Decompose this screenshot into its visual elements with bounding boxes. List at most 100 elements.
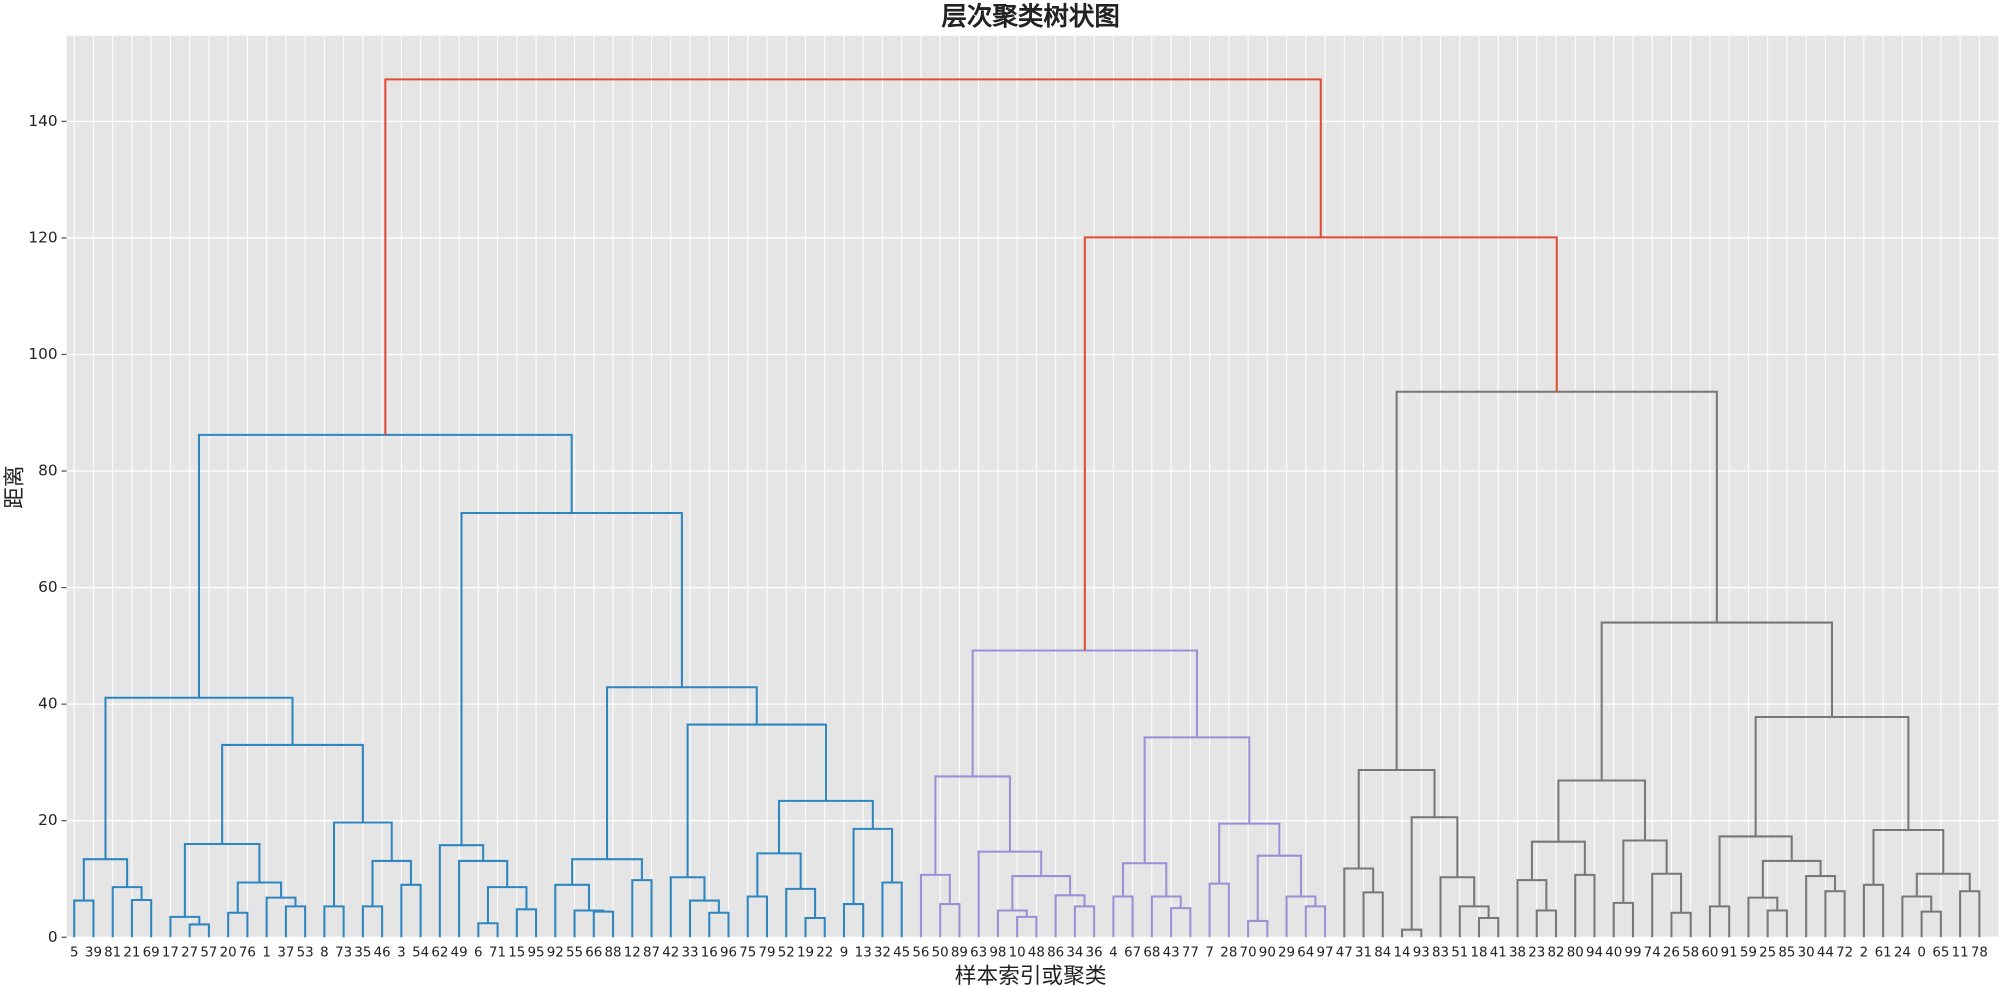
leaf-label: 85 [1778, 946, 1795, 961]
leaf-label: 7 [1205, 946, 1214, 961]
link [1574, 873, 1596, 938]
leaf-label: 80 [1567, 946, 1584, 961]
y-tick-label: 100 [28, 345, 57, 363]
leaf-label: 39 [85, 946, 102, 961]
leaf-label: 92 [547, 946, 564, 961]
link [384, 78, 1322, 435]
link [669, 876, 706, 938]
leaf-label: 24 [1894, 946, 1911, 961]
leaf-label: 91 [1721, 946, 1738, 961]
link [477, 922, 499, 938]
leaf-label: 59 [1740, 946, 1757, 961]
leaf-label: 27 [181, 946, 198, 961]
link [1651, 872, 1683, 938]
leaf-label: 10 [1009, 946, 1026, 961]
leaf-label: 77 [1182, 946, 1199, 961]
leaf-label: 47 [1336, 946, 1353, 961]
leaf-label: 57 [200, 946, 217, 961]
leaf-label: 32 [874, 946, 891, 961]
link [881, 881, 903, 938]
leaf-label: 87 [643, 946, 660, 961]
leaf-label: 14 [1394, 946, 1411, 961]
link [1083, 236, 1558, 651]
link [1915, 872, 1971, 897]
leaf-label: 2 [1860, 946, 1869, 961]
link [631, 879, 653, 938]
leaf-label: 43 [1163, 946, 1180, 961]
leaf-label: 56 [912, 946, 929, 961]
leaf-label: 33 [681, 946, 698, 961]
dendrogram [73, 78, 1981, 938]
leaf-label: 42 [662, 946, 679, 961]
leaf-label: 20 [220, 946, 237, 961]
leaf-label: 84 [1374, 946, 1391, 961]
leaf-label: 16 [701, 946, 718, 961]
leaf-label: 13 [855, 946, 872, 961]
leaf-label: 25 [1759, 946, 1776, 961]
link [1754, 715, 1910, 837]
leaf-label: 34 [1066, 946, 1083, 961]
y-tick-label: 60 [38, 578, 57, 596]
leaf-label: 53 [297, 946, 314, 961]
leaf-label: 82 [1547, 946, 1564, 961]
leaf-label: 50 [932, 946, 949, 961]
y-tick-label: 140 [28, 112, 57, 130]
leaf-label: 9 [840, 946, 849, 961]
leaf-label: 70 [1240, 946, 1257, 961]
leaf-label: 83 [1432, 946, 1449, 961]
link [777, 799, 874, 854]
link [236, 881, 283, 913]
leaf-label: 99 [1624, 946, 1641, 961]
leaf-label: 93 [1413, 946, 1430, 961]
leaf-label: 72 [1836, 946, 1853, 961]
leaf-label: 5 [70, 946, 79, 961]
link [1862, 883, 1885, 938]
leaf-label: 52 [778, 946, 795, 961]
leaf-label: 55 [566, 946, 583, 961]
leaf-label: 8 [320, 946, 329, 961]
leaf-label: 51 [1451, 946, 1468, 961]
leaf-label: 17 [162, 946, 179, 961]
grid [61, 35, 1999, 938]
leaf-label: 18 [1470, 946, 1487, 961]
leaf-label: 66 [585, 946, 602, 961]
leaf-label: 88 [605, 946, 622, 961]
link [1516, 879, 1548, 938]
leaf-label: 90 [1259, 946, 1276, 961]
x-axis-label: 样本索引或聚类 [955, 964, 1107, 987]
leaf-label: 38 [1509, 946, 1526, 961]
leaf-label: 37 [277, 946, 294, 961]
link [1959, 890, 1981, 938]
leaf-label: 63 [970, 946, 987, 961]
leaf-label: 95 [528, 946, 545, 961]
link [400, 883, 422, 938]
leaf-label: 40 [1605, 946, 1622, 961]
link [1247, 919, 1269, 938]
leaf-label: 19 [797, 946, 814, 961]
leaf-label: 76 [239, 946, 256, 961]
link [438, 844, 485, 938]
y-tick-label: 20 [38, 811, 57, 829]
link [919, 873, 951, 938]
leaf-label: 74 [1644, 946, 1661, 961]
y-axis-label: 距离 [3, 465, 28, 508]
leaf-label: 45 [893, 946, 910, 961]
leaf-label: 58 [1682, 946, 1699, 961]
leaf-label: 6 [474, 946, 483, 961]
chart-title: 层次聚类树状图 [941, 2, 1120, 32]
link [1401, 928, 1423, 938]
link [1016, 915, 1038, 938]
link [169, 915, 201, 938]
leaf-label: 62 [431, 946, 448, 961]
leaf-label: 31 [1355, 946, 1372, 961]
leaf-label: 0 [1917, 946, 1926, 961]
leaf-label: 68 [1143, 946, 1160, 961]
leaf-label: 48 [1028, 946, 1045, 961]
link [1805, 875, 1837, 938]
leaf-label: 23 [1528, 946, 1545, 961]
link [1622, 839, 1668, 903]
leaf-label: 64 [1297, 946, 1314, 961]
leaf-label: 15 [508, 946, 525, 961]
link [1824, 890, 1846, 938]
leaf-label: 41 [1490, 946, 1507, 961]
